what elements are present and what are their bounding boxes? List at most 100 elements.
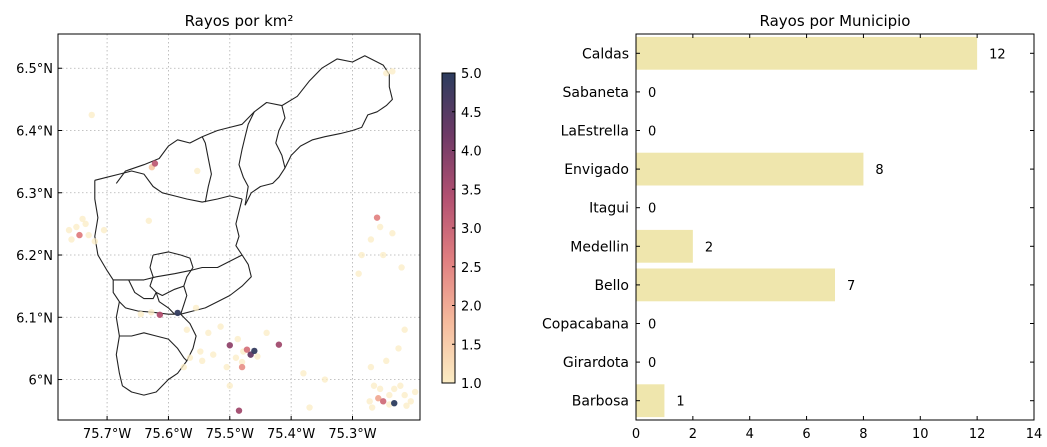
lightning-point: [82, 220, 89, 228]
lightning-point: [238, 358, 246, 366]
map-background: [58, 34, 420, 420]
lightning-point: [389, 68, 396, 75]
municipio-outline: [275, 105, 286, 169]
lightning-point: [398, 264, 405, 271]
lightning-point: [223, 363, 230, 371]
lightning-point: [234, 335, 241, 343]
lightning-point: [186, 354, 194, 361]
municipio-outline: [94, 180, 243, 281]
bar-value-label: 0: [648, 318, 656, 333]
municipio-outline: [155, 292, 175, 315]
municipio-outline: [112, 279, 181, 315]
bar-value-label: 2: [705, 240, 713, 255]
lightning-point: [205, 329, 212, 337]
colorbar: 1.0 1.5 2.0 2.5 3.0 3.5 4.0 4.5 5.0: [441, 67, 482, 392]
lightning-point: [235, 407, 243, 414]
colorbar-tick-label: 3.0: [461, 222, 482, 237]
bar-category-label: Sabaneta: [563, 85, 630, 101]
bar-x-tick-label: 0: [632, 427, 640, 442]
bar-category-label: Caldas: [582, 46, 629, 62]
municipio-outline: [94, 170, 243, 203]
bar-barbosa: [636, 384, 665, 418]
bar-value-label: 1: [676, 395, 684, 410]
lightning-point: [411, 388, 419, 396]
colorbar-tick-label: 2.5: [461, 261, 482, 276]
lightning-point: [300, 370, 307, 377]
lightning-point: [358, 251, 365, 259]
lightning-point: [100, 226, 108, 234]
bar-medellin: [636, 229, 693, 263]
bar-x-tick-label: 6: [802, 427, 810, 442]
map-x-tick-label: 75.6°W: [144, 427, 192, 442]
lightning-point: [151, 160, 159, 167]
colorbar-tick-label: 1.5: [461, 338, 482, 353]
lightning-point: [76, 231, 83, 239]
lightning-point: [156, 311, 164, 318]
municipio-outline: [115, 55, 393, 206]
lightning-point: [407, 398, 414, 405]
lightning-point: [251, 347, 258, 355]
colorbar-tick-label: 3.5: [461, 183, 482, 198]
lightning-point: [65, 226, 73, 234]
bar-value-label: 12: [989, 47, 1006, 62]
lightning-point: [379, 251, 387, 259]
bar-value-label: 0: [648, 125, 656, 140]
lightning-point: [263, 329, 270, 337]
municipio-outline: [201, 136, 212, 203]
lightning-point: [85, 231, 92, 239]
map-plot-area: 75.7°W 75.6°W 75.5°W 75.4°W 75.3°W 6°N 6.1°N 6.…: [16, 33, 421, 442]
bar-category-label: Copacabana: [542, 317, 629, 333]
bar-category-label: Medellin: [570, 239, 629, 255]
bar-x-tick-label: 2: [689, 427, 697, 442]
map-y-tick-label: 6.3°N: [16, 187, 53, 202]
bar-value-label: 0: [648, 202, 656, 217]
lightning-point: [367, 363, 375, 371]
municipio-outline: [115, 301, 197, 396]
municipio-outline: [238, 111, 255, 206]
lightning-point: [79, 215, 86, 223]
lightning-point: [197, 348, 204, 355]
bar-category-label: Bello: [594, 278, 629, 294]
lightning-point: [226, 382, 233, 389]
bar-x-tick-label: 8: [859, 427, 867, 442]
lightning-point: [180, 363, 187, 371]
map-y-tick-label: 6.2°N: [16, 249, 53, 264]
map-x-tick-label: 75.7°W: [83, 427, 131, 442]
colorbar-tick-label: 5.0: [461, 67, 482, 82]
municipio-outline: [152, 251, 194, 315]
lightning-point: [254, 353, 261, 360]
lightning-point: [232, 354, 240, 361]
colorbar-tick-label: 2.0: [461, 300, 482, 315]
lightning-point: [376, 223, 384, 231]
lightning-point: [275, 341, 283, 348]
lightning-point: [401, 326, 408, 333]
lightning-point: [379, 398, 387, 405]
lightning-point: [386, 401, 393, 408]
bar-x-tick-label: 4: [746, 427, 754, 442]
lightning-point: [238, 363, 246, 371]
lightning-point: [73, 223, 80, 231]
lightning-point: [194, 167, 201, 175]
bar-frame: [635, 33, 1035, 421]
lightning-point: [355, 270, 362, 277]
bar-value-label: 0: [648, 86, 656, 101]
map-y-tick-label: 6°N: [29, 374, 54, 389]
map-x-tick-label: 75.4°W: [267, 427, 315, 442]
lightning-point: [367, 236, 375, 243]
map-y-tick-label: 6.1°N: [16, 311, 53, 326]
lightning-point: [383, 70, 390, 77]
bar-x-tick-label: 12: [969, 427, 986, 442]
lightning-point: [198, 357, 206, 365]
lightning-point: [391, 385, 398, 393]
lightning-point: [148, 309, 155, 316]
lightning-point: [397, 382, 404, 389]
colorbar-tick-label: 4.0: [461, 145, 482, 160]
municipio-outline: [235, 198, 243, 256]
lightning-point: [210, 351, 217, 358]
lightning-point: [391, 399, 398, 407]
bar-category-label: Itagui: [589, 201, 629, 217]
bar-value-label: 7: [847, 279, 855, 294]
municipio-outline: [119, 332, 188, 362]
lightning-point: [321, 376, 329, 383]
bar-category-label: Envigado: [564, 162, 629, 178]
